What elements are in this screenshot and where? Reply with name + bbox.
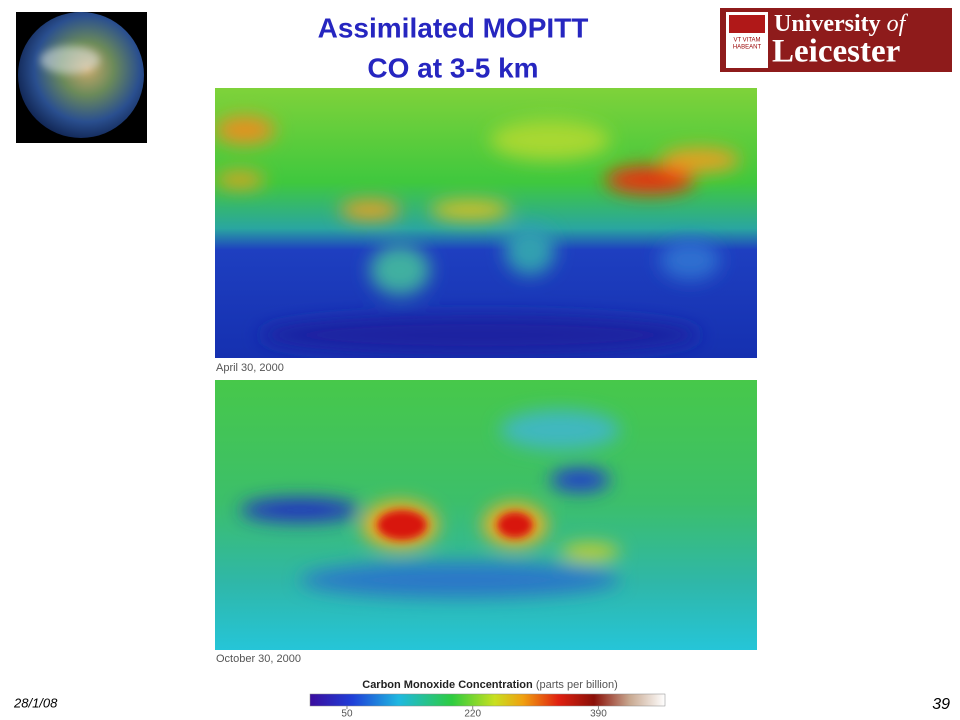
- map-blob: [340, 200, 400, 220]
- colorbar-tick-label: 390: [590, 709, 607, 720]
- map-blob: [240, 498, 360, 522]
- logo-motto: VT VITAM: [733, 38, 760, 44]
- map-caption: October 30, 2000: [216, 653, 301, 665]
- page-number: 39: [932, 696, 950, 713]
- map-blob: [377, 510, 427, 540]
- title-line: Assimilated MOPITT: [318, 12, 589, 43]
- map-bg: [215, 88, 757, 358]
- map-blob: [370, 245, 430, 295]
- logo-motto: HABEANT: [733, 45, 762, 51]
- map-blob: [490, 120, 610, 160]
- colorbar-tick-label: 220: [464, 709, 481, 720]
- colorbar-units: (parts per billion): [536, 679, 618, 691]
- logo-text: University of: [774, 11, 909, 37]
- colorbar-tick-label: 50: [341, 709, 353, 720]
- colorbar: [309, 693, 666, 707]
- map-blob: [215, 116, 275, 144]
- earth-image: [18, 12, 144, 138]
- map: [215, 88, 757, 358]
- title-line: CO at 3-5 km: [367, 52, 538, 83]
- map-blob: [550, 468, 610, 492]
- map-blob: [660, 240, 720, 280]
- map: [215, 380, 757, 650]
- earth-cloud: [40, 46, 100, 74]
- map-blob: [430, 200, 510, 220]
- logo-text: University: [774, 11, 881, 37]
- map-blob: [497, 512, 533, 538]
- logo-text: of: [887, 11, 909, 37]
- footer-date: 28/1/08: [13, 695, 58, 710]
- colorbar-title: Carbon Monoxide Concentration (parts per…: [362, 679, 617, 691]
- map-blob: [215, 172, 265, 188]
- map-blob: [560, 544, 620, 560]
- colorbar-title: Carbon Monoxide Concentration: [362, 679, 533, 691]
- logo-shield-top: [729, 15, 765, 33]
- map-blob: [605, 166, 695, 194]
- map-blob: [505, 225, 555, 275]
- map-blob: [660, 148, 740, 172]
- logo: VT VITAM HABEANT University of Leicester: [720, 8, 952, 72]
- map-blob: [500, 410, 620, 450]
- logo-text: Leicester: [772, 34, 900, 70]
- map-blob: [260, 315, 700, 355]
- map-caption: April 30, 2000: [216, 362, 284, 374]
- map-blob: [300, 562, 620, 598]
- colorbar-ticks: 50 220 390: [341, 706, 607, 720]
